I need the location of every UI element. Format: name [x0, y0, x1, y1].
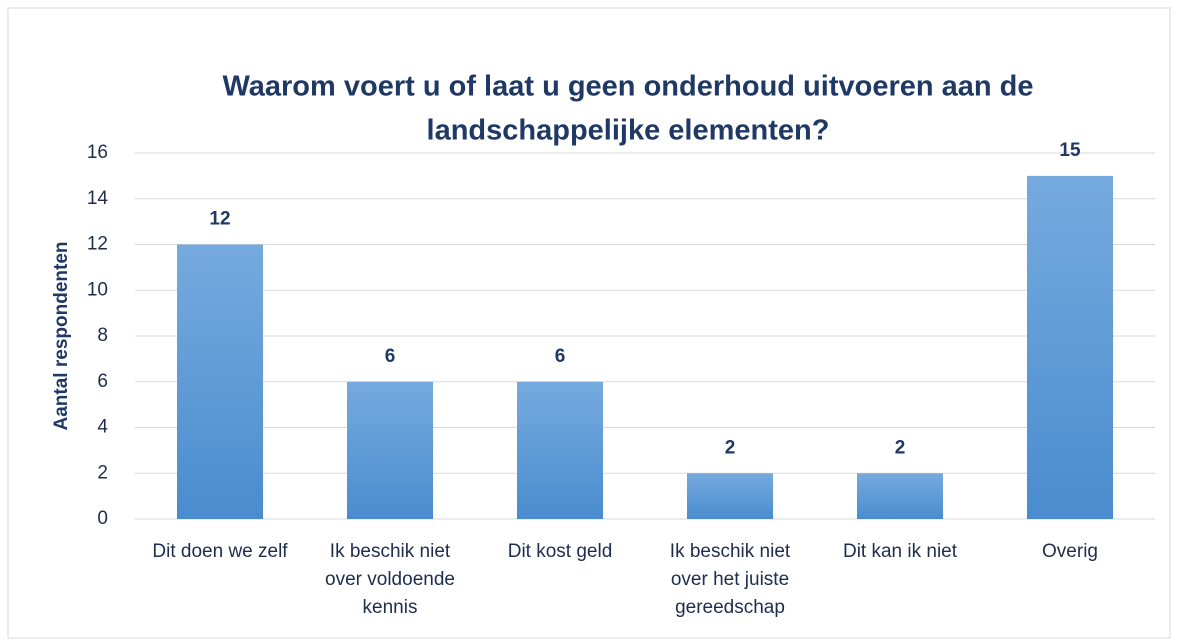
x-tick-label: Dit kan ik niet [842, 541, 958, 562]
y-axis-label: Aantal respondenten [51, 242, 72, 431]
x-tick-label: Ik beschik niet over voldoende kennis [325, 541, 455, 618]
y-tick-label: 2 [97, 462, 108, 483]
x-tick-label: Ik beschik niet over het juiste gereedsc… [669, 541, 791, 618]
y-tick-label: 6 [97, 371, 108, 392]
bar [857, 473, 943, 519]
y-tick-label: 14 [87, 188, 109, 209]
x-tick-label: Overig [1042, 541, 1098, 562]
bar [517, 381, 603, 519]
bar [177, 244, 263, 519]
bar [687, 473, 773, 519]
data-label: 6 [385, 346, 396, 367]
y-tick-label: 12 [87, 234, 108, 255]
y-tick-label: 8 [97, 325, 108, 346]
bar [1027, 175, 1113, 519]
y-tick-label: 0 [97, 508, 108, 529]
data-label: 12 [209, 209, 230, 230]
bar [347, 381, 433, 519]
y-tick-label: 16 [87, 142, 108, 163]
data-label: 6 [555, 346, 566, 367]
x-tick-label: Dit kost geld [507, 541, 613, 562]
chart-border [7, 7, 1171, 639]
y-tick-label: 4 [97, 417, 108, 438]
data-label: 15 [1059, 140, 1081, 161]
x-tick-label: Dit doen we zelf [152, 541, 288, 562]
chart-title: Waarom voert u of laat u geen onderhoud … [222, 71, 1033, 103]
data-label: 2 [895, 437, 906, 458]
chart-title: landschappelijke elementen? [427, 115, 830, 147]
y-tick-label: 10 [87, 279, 108, 300]
data-label: 2 [725, 437, 736, 458]
